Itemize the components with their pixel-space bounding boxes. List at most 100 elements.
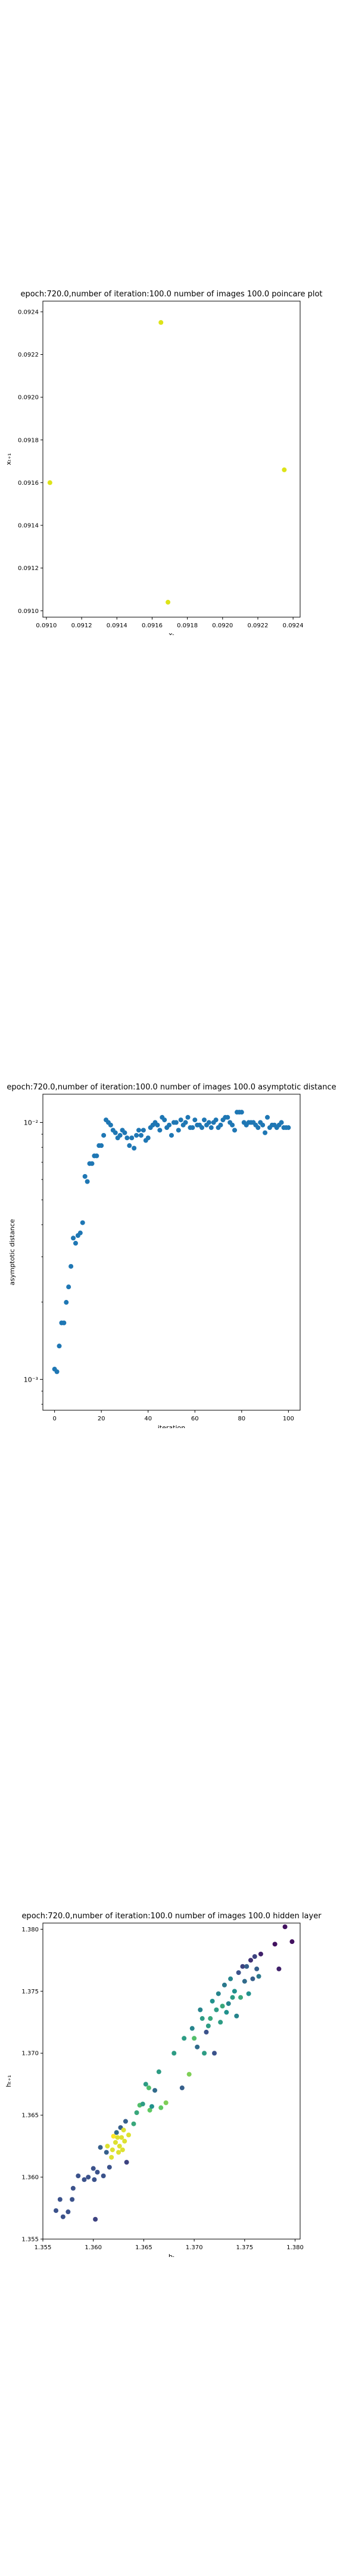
data-point — [114, 2130, 119, 2135]
data-point — [210, 1998, 215, 2004]
asymptotic-distance-panel: epoch:720.0,number of iteration:100.0 nu… — [0, 1064, 343, 1432]
data-point — [93, 2216, 98, 2222]
data-point — [121, 2128, 126, 2133]
y-tick-label: 1.370 — [21, 2051, 39, 2057]
data-point — [57, 1343, 62, 1349]
data-point — [124, 1135, 130, 1141]
data-point — [213, 1117, 219, 1123]
y-tick-label: 0.0924 — [18, 309, 39, 315]
data-point — [173, 1120, 179, 1125]
data-point — [157, 1128, 163, 1133]
data-point — [234, 2013, 239, 2018]
data-point — [256, 1974, 261, 1979]
poincare-plot: epoch:720.0,number of iteration:100.0 nu… — [5, 290, 323, 639]
data-point — [167, 1122, 172, 1128]
data-point — [71, 1236, 76, 1241]
data-point — [136, 1128, 142, 1133]
data-point — [166, 599, 171, 605]
data-point — [108, 1122, 113, 1128]
x-tick-label: 20 — [98, 1416, 105, 1422]
hidden-layer-plot: epoch:720.0,number of iteration:100.0 nu… — [5, 1912, 322, 2261]
data-point — [131, 2121, 136, 2126]
data-point — [92, 2177, 97, 2182]
data-point — [115, 2135, 120, 2140]
data-point — [105, 2144, 110, 2149]
data-point — [82, 2177, 87, 2182]
data-point — [134, 2110, 139, 2115]
chart-title: epoch:720.0,number of iteration:100.0 nu… — [20, 290, 322, 299]
data-point — [228, 1976, 233, 1981]
data-point — [47, 480, 52, 485]
data-point — [183, 1120, 188, 1125]
data-point — [91, 2166, 96, 2171]
x-axis-label: xₜ — [169, 631, 174, 635]
data-point — [206, 1120, 211, 1125]
x-tick-label: 1.380 — [286, 2244, 304, 2251]
data-point — [149, 2104, 154, 2109]
data-point — [172, 2051, 177, 2056]
x-tick-label: 0.0912 — [71, 623, 92, 629]
data-point — [289, 1939, 295, 1945]
data-point — [198, 2007, 203, 2012]
data-point — [99, 1143, 104, 1148]
data-point — [127, 1143, 132, 1148]
data-point — [179, 2085, 185, 2091]
data-point — [190, 1125, 195, 1131]
data-point — [163, 2100, 169, 2106]
y-tick-label: 0.0920 — [18, 395, 39, 401]
data-point — [208, 1125, 214, 1131]
x-tick-label: 80 — [238, 1416, 245, 1422]
data-point — [126, 2132, 131, 2138]
y-axis-label: xₜ₊₁ — [5, 453, 13, 465]
data-point — [185, 1114, 191, 1120]
data-point — [66, 2209, 71, 2215]
x-tick-label: 0.0920 — [212, 623, 233, 629]
data-point — [98, 2145, 103, 2150]
data-point — [109, 2154, 114, 2160]
y-tick-label: 1.355 — [21, 2237, 39, 2243]
data-point — [254, 1966, 260, 1971]
data-point — [230, 1995, 235, 2000]
hidden-layer-panel: epoch:720.0,number of iteration:100.0 nu… — [0, 1893, 343, 2261]
data-point — [240, 1964, 245, 1969]
data-point — [124, 2160, 129, 2165]
data-point — [111, 2134, 116, 2139]
data-point — [250, 1976, 255, 1981]
data-point — [199, 2016, 205, 2021]
data-point — [202, 2051, 207, 2056]
data-point — [76, 2174, 81, 2178]
data-point — [263, 1130, 268, 1135]
data-point — [104, 2150, 109, 2155]
data-point — [195, 2044, 200, 2049]
data-point — [95, 2169, 100, 2175]
data-point — [205, 2023, 211, 2029]
data-point — [182, 2036, 187, 2041]
data-point — [158, 320, 164, 325]
data-point — [73, 1240, 78, 1246]
data-point — [212, 2051, 217, 2056]
data-point — [122, 1130, 127, 1135]
data-point — [146, 2085, 151, 2091]
data-point — [258, 1951, 263, 1956]
data-point — [225, 1114, 230, 1120]
data-point — [226, 2001, 231, 2007]
data-point — [107, 2165, 112, 2170]
plot-frame — [42, 1922, 301, 2240]
data-point — [279, 1120, 284, 1125]
plot-frame — [42, 301, 301, 618]
data-point — [80, 1220, 85, 1225]
x-tick-label: 1.375 — [236, 2244, 254, 2251]
data-point — [116, 2150, 121, 2155]
data-point — [272, 1942, 277, 1947]
data-point — [230, 1122, 235, 1128]
data-point — [110, 2147, 115, 2153]
data-point — [214, 2007, 219, 2012]
data-point — [222, 1982, 227, 1987]
data-point — [162, 1117, 167, 1123]
data-point — [70, 2185, 76, 2191]
data-point — [70, 2197, 75, 2202]
y-axis-label: hₜ₊₁ — [5, 2075, 13, 2087]
poincare-plot-panel: epoch:720.0,number of iteration:100.0 nu… — [0, 271, 343, 639]
y-tick-label: 1.360 — [21, 2175, 39, 2181]
x-tick-label: 60 — [191, 1416, 199, 1422]
